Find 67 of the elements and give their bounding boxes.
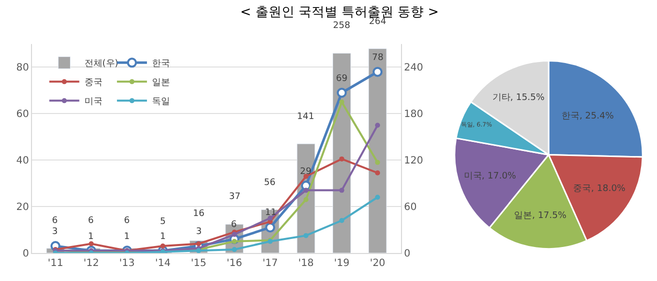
point <box>232 247 237 252</box>
point <box>375 170 380 176</box>
bar <box>368 48 387 253</box>
y-tick-label: 80 <box>16 62 29 74</box>
slice-label: 일본, 17.5% <box>514 211 567 222</box>
legend-label: 중국 <box>84 78 102 88</box>
slice-label: 중국, 18.0% <box>573 184 626 194</box>
y2-tick-label: 180 <box>404 109 424 120</box>
data-label: 6 <box>88 216 94 226</box>
x-tick-label: '16 <box>226 258 242 269</box>
point <box>303 233 308 238</box>
point <box>160 244 166 249</box>
point <box>375 160 380 165</box>
legend-label: 일본 <box>152 78 170 88</box>
y-tick-label: 20 <box>16 202 29 214</box>
x-tick-label: '13 <box>119 258 135 269</box>
slice-label: 기타, 15.5% <box>492 93 546 104</box>
point <box>303 188 308 193</box>
data-label: 6 <box>124 216 130 226</box>
x-tick-label: '20 <box>370 258 386 269</box>
x-tick-label: '15 <box>190 258 206 269</box>
point <box>303 197 308 202</box>
legend-label: 독일 <box>152 97 170 108</box>
y-tick-label: 40 <box>16 156 29 167</box>
data-label: 1 <box>88 232 94 242</box>
y2-tick-label: 60 <box>404 202 417 214</box>
data-label: 56 <box>264 178 276 188</box>
y-tick-label: 0 <box>22 248 29 260</box>
point <box>265 222 276 232</box>
y2-tick-label: 0 <box>404 248 410 260</box>
x-tick-label: '12 <box>84 258 99 269</box>
data-label: 16 <box>193 209 205 219</box>
x-tick-label: '19 <box>334 258 350 269</box>
data-label: 1 <box>124 232 130 242</box>
data-label: 5 <box>160 217 166 227</box>
data-label: 6 <box>52 216 58 226</box>
y-tick-label: 60 <box>16 109 29 120</box>
point <box>375 194 380 200</box>
y2-tick-label: 120 <box>404 156 424 167</box>
point <box>88 241 94 246</box>
legend-label: 미국 <box>84 97 102 108</box>
legend-label: 전체(우) <box>84 59 118 70</box>
data-label: 1 <box>160 232 166 242</box>
slice-label: 미국, 17.0% <box>464 172 517 182</box>
point <box>268 216 273 221</box>
data-label: 78 <box>372 53 384 63</box>
data-label: 37 <box>229 192 240 202</box>
x-tick-label: '18 <box>298 258 314 269</box>
slice-label: 한국, 25.4% <box>561 111 614 122</box>
x-tick-label: '17 <box>262 258 278 269</box>
data-label: 264 <box>369 17 386 27</box>
point <box>372 66 383 77</box>
point <box>339 156 344 162</box>
y2-tick-label: 240 <box>404 62 424 74</box>
point <box>339 218 344 223</box>
data-label: 141 <box>297 112 314 122</box>
data-label: 11 <box>265 208 276 218</box>
point <box>339 188 344 193</box>
data-label: 258 <box>333 21 350 31</box>
legend-label: 한국 <box>152 59 170 70</box>
data-label: 3 <box>196 227 202 237</box>
x-tick-label: '11 <box>48 258 64 269</box>
data-label: 3 <box>52 227 58 237</box>
data-label: 69 <box>336 74 348 84</box>
point <box>336 88 347 98</box>
x-tick-label: '14 <box>155 258 171 269</box>
point <box>375 122 380 128</box>
